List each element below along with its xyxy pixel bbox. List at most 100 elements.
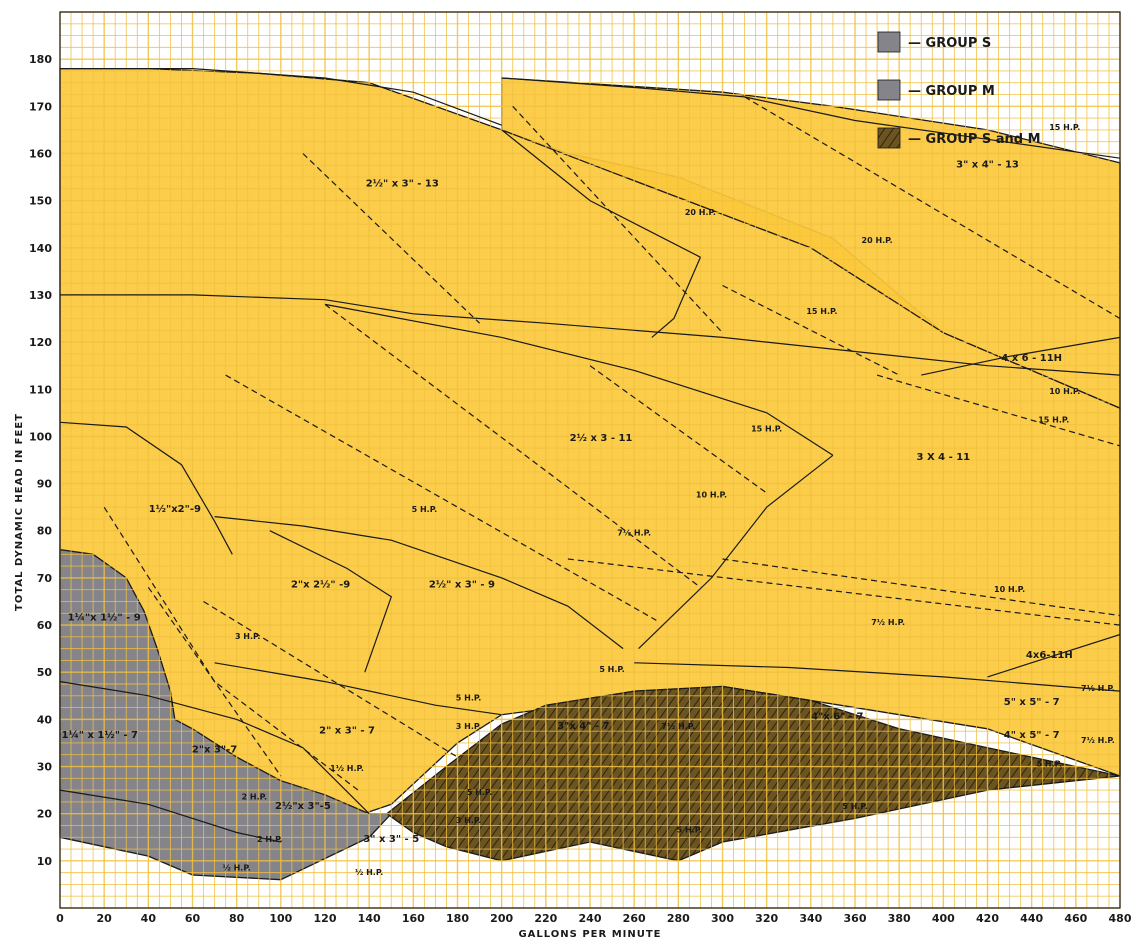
region-label-2: 2½ x 3 - 11 — [570, 433, 633, 444]
y-tick-label-40: 40 — [37, 713, 53, 726]
hp-label-17: 7½ H.P. — [1081, 683, 1115, 693]
region-label-12: 5" x 5" - 7 — [1004, 697, 1060, 708]
region-label-4: 4 x 6 - 11H — [1001, 353, 1062, 364]
hp-label-19: 5 H.P. — [1037, 760, 1063, 769]
x-tick-label-280: 280 — [667, 912, 690, 925]
boundary-line-8 — [651, 256, 701, 338]
y-tick-label-130: 130 — [29, 289, 52, 302]
boundary-line-10 — [921, 336, 1121, 376]
legend-swatch-group_m — [877, 79, 901, 101]
plot-frame — [59, 11, 1121, 909]
hp-label-9: 5 H.P. — [412, 505, 438, 514]
x-tick-label-180: 180 — [446, 912, 469, 925]
boundary-line-4 — [59, 421, 233, 555]
x-axis-title: GALLONS PER MINUTE — [518, 929, 661, 940]
y-tick-label-10: 10 — [37, 855, 53, 868]
region-label-13: 4" x 5" - 7 — [1004, 730, 1060, 741]
hp-curve-28 — [147, 586, 282, 777]
boundary-line-0 — [60, 67, 502, 126]
region-label-16: 2"x 3"-7 — [192, 744, 237, 755]
hp-label-3: 15 H.P. — [806, 307, 837, 316]
hp-curve-24 — [722, 558, 1121, 617]
boundary-line-6 — [214, 662, 502, 716]
region-label-5: 4x6-11H — [1026, 650, 1073, 661]
hp-label-20: 7½ H.P. — [661, 721, 695, 731]
y-tick-label-80: 80 — [37, 525, 53, 538]
x-tick-label-260: 260 — [623, 912, 646, 925]
x-tick-label-120: 120 — [314, 912, 337, 925]
boundary-line-1 — [501, 77, 1121, 159]
hp-label-6: 15 H.P. — [751, 425, 782, 434]
x-tick-label-80: 80 — [229, 912, 245, 925]
region-label-0: 2½" x 3" - 13 — [366, 178, 439, 189]
x-tick-label-320: 320 — [755, 912, 778, 925]
x-tick-label-460: 460 — [1064, 912, 1087, 925]
x-tick-label-20: 20 — [97, 912, 113, 925]
legend-label-group_s_and_m: — GROUP S and M — [908, 132, 1041, 147]
hp-label-0: 15 H.P. — [1049, 123, 1080, 132]
hp-label-7: 10 H.P. — [696, 491, 727, 500]
hp-label-18: 7½ H.P. — [1081, 735, 1115, 745]
hp-label-10: 10 H.P. — [994, 585, 1025, 594]
hp-label-15: 3 H.P. — [456, 722, 482, 731]
y-tick-label-30: 30 — [37, 761, 53, 774]
x-tick-label-300: 300 — [711, 912, 734, 925]
hp-label-22: 5 H.P. — [677, 826, 703, 835]
x-tick-label-440: 440 — [1020, 912, 1043, 925]
region-label-6: 1½"x2"-9 — [149, 504, 201, 515]
boundary-line-9 — [638, 454, 834, 650]
x-tick-label-360: 360 — [844, 912, 867, 925]
hp-label-23: 5 H.P. — [467, 788, 493, 797]
y-tick-label-110: 110 — [29, 383, 52, 396]
hp-label-24: 3 H.P. — [456, 816, 482, 825]
x-tick-label-240: 240 — [579, 912, 602, 925]
x-tick-label-380: 380 — [888, 912, 911, 925]
legend-swatch-group_s — [877, 31, 901, 53]
hp-curve-18 — [744, 96, 1121, 320]
hp-curve-21 — [589, 365, 768, 494]
x-tick-label-400: 400 — [932, 912, 955, 925]
y-tick-label-20: 20 — [37, 808, 53, 821]
hp-curve-25 — [567, 558, 1121, 626]
y-tick-label-50: 50 — [37, 666, 53, 679]
boundary-line-13 — [59, 681, 370, 815]
region-label-8: 2½" x 3" - 9 — [429, 579, 495, 590]
x-tick-label-220: 220 — [534, 912, 557, 925]
boundary-line-2 — [60, 294, 1121, 376]
region-label-11: 4"x 6" - 7 — [811, 711, 863, 722]
y-tick-label-120: 120 — [29, 336, 52, 349]
hp-curve-23 — [225, 374, 657, 621]
y-tick-label-170: 170 — [29, 100, 52, 113]
x-tick-label-0: 0 — [56, 912, 64, 925]
y-tick-label-160: 160 — [29, 147, 52, 160]
region-label-1: 3" x 4" - 13 — [956, 160, 1019, 171]
x-tick-label-420: 420 — [976, 912, 999, 925]
region-label-14: 1¼"x 1½" - 9 — [68, 611, 141, 623]
region-label-17: 2½"x 3"-5 — [275, 801, 331, 812]
hp-label-13: 5 H.P. — [456, 694, 482, 703]
y-tick-label-150: 150 — [29, 195, 52, 208]
region-label-15: 1¼" x 1½" - 7 — [61, 729, 138, 741]
hp-curve-16 — [302, 153, 481, 324]
legend-swatch-group_s_and_m — [877, 127, 901, 149]
x-tick-label-480: 480 — [1109, 912, 1132, 925]
hp-label-11: 7½ H.P. — [871, 617, 905, 627]
boundary-line-11 — [987, 633, 1121, 678]
hp-label-27: 2 H.P. — [257, 835, 283, 844]
legend-label-group_m: — GROUP M — [908, 84, 995, 99]
hp-label-8: 7½ H.P. — [617, 527, 651, 537]
boundary-lines — [59, 67, 1121, 843]
y-tick-label-90: 90 — [37, 478, 53, 491]
region-labels: 2½" x 3" - 13 3" x 4" - 13 2½ x 3 - 11 3 X … — [61, 160, 1072, 845]
y-tick-label-70: 70 — [37, 572, 53, 585]
hp-curve-19 — [722, 284, 900, 376]
boundary-line-3 — [324, 303, 834, 456]
hp-curve-20 — [876, 374, 1121, 447]
boundary-line-15 — [269, 530, 393, 673]
x-tick-label-40: 40 — [141, 912, 157, 925]
x-tick-label-60: 60 — [185, 912, 201, 925]
axes: 0 20 40 60 80 100 120 140 160 180 200 220 240 260 280 3… — [29, 53, 1132, 925]
hp-curve-17 — [512, 105, 723, 334]
hp-label-25: ½ H.P. — [223, 862, 251, 872]
x-tick-label-100: 100 — [269, 912, 292, 925]
